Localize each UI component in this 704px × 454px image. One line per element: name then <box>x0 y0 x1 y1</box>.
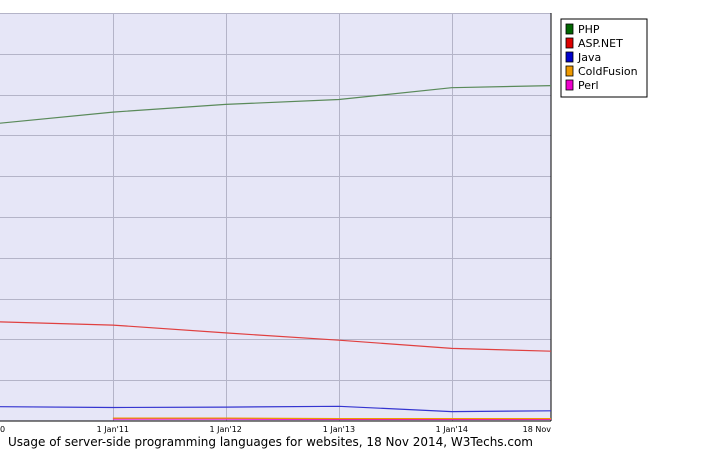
series-line-coldfusion <box>112 417 551 420</box>
x-tick-label-2: 1 Jan'12 <box>210 425 242 434</box>
legend-swatch-coldfusion <box>565 65 574 77</box>
legend-swatch-asp-net <box>565 37 574 49</box>
series-lines <box>0 85 552 420</box>
legend-box <box>560 18 648 98</box>
legend-swatch-java <box>565 51 574 63</box>
series-line-asp-net <box>0 321 552 352</box>
x-tick-label-1: 1 Jan'11 <box>97 425 129 434</box>
legend-label-php: PHP <box>578 23 600 36</box>
legend-label-coldfusion: ColdFusion <box>578 65 638 78</box>
chart-caption: Usage of server-side programming languag… <box>8 435 533 449</box>
legend-label-java: Java <box>577 51 601 64</box>
x-axis-tick-labels: 0 1 Jan'11 1 Jan'12 1 Jan'13 1 Jan'14 18 Nov <box>0 425 551 434</box>
gridlines <box>0 13 551 421</box>
legend-label-asp-net: ASP.NET <box>578 37 623 50</box>
x-tick-label-5: 18 Nov <box>523 425 552 434</box>
x-tick-label-0: 0 <box>0 425 5 434</box>
series-line-php <box>0 85 552 124</box>
legend-label-perl: Perl <box>578 79 599 92</box>
legend-swatch-perl <box>565 79 574 91</box>
x-tick-label-4: 1 Jan'14 <box>436 425 468 434</box>
series-line-java <box>0 405 552 413</box>
legend-swatch-php <box>565 23 574 35</box>
x-tick-label-3: 1 Jan'13 <box>323 425 355 434</box>
